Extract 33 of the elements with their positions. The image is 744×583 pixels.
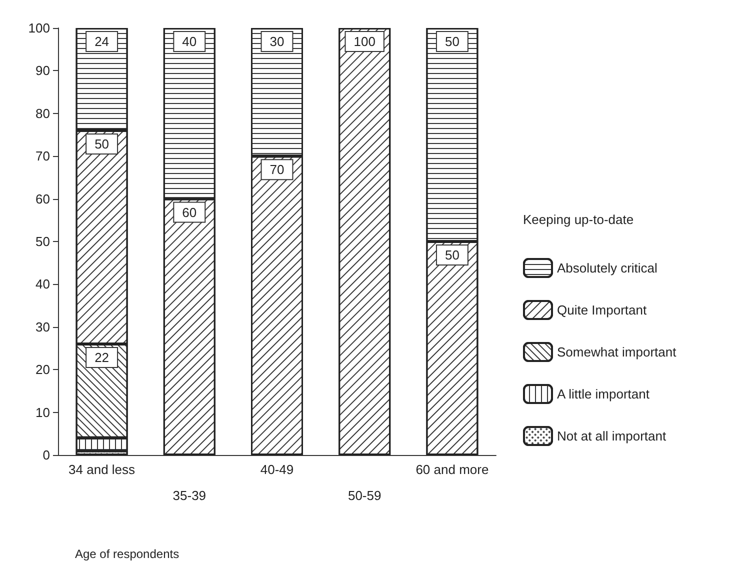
y-tick-label: 60 xyxy=(36,191,50,206)
y-tick-label: 50 xyxy=(36,234,50,249)
x-tick-label: 60 and more xyxy=(416,462,489,477)
legend-label: Absolutely critical xyxy=(557,260,658,276)
y-tick-label: 40 xyxy=(36,276,50,292)
legend-label: A little important xyxy=(557,386,650,402)
data-label: 100 xyxy=(354,34,376,49)
x-tick-label: 50-59 xyxy=(348,488,382,503)
y-tick-label: 90 xyxy=(36,63,50,78)
data-label: 50 xyxy=(94,136,110,152)
data-label: 30 xyxy=(270,34,284,49)
x-axis-title: Age of respondents xyxy=(75,547,180,561)
y-tick-label: 30 xyxy=(36,319,50,334)
legend-title: Keeping up-to-date xyxy=(523,212,634,227)
data-label: 50 xyxy=(444,34,460,49)
y-tick-label: 10 xyxy=(36,404,50,420)
x-tick-label: 40-49 xyxy=(260,462,294,477)
y-tick-label: 0 xyxy=(42,448,50,462)
data-label: 40 xyxy=(182,34,197,49)
data-label: 24 xyxy=(94,34,110,49)
x-tick-label: 35-39 xyxy=(172,488,206,503)
y-tick-label: 70 xyxy=(36,148,50,164)
y-tick-label: 20 xyxy=(36,362,50,378)
legend-label: Quite Important xyxy=(557,302,647,318)
legend-label: Somewhat important xyxy=(557,344,677,360)
legend-label: Not at all important xyxy=(557,428,666,444)
data-label: 70 xyxy=(270,162,284,178)
y-tick-label: 80 xyxy=(36,106,50,121)
y-tick-label: 100 xyxy=(28,20,50,36)
x-tick-label: 34 and less xyxy=(68,462,136,477)
data-label: 22 xyxy=(94,350,110,365)
data-label: 50 xyxy=(444,248,460,262)
data-label: 60 xyxy=(182,204,197,220)
